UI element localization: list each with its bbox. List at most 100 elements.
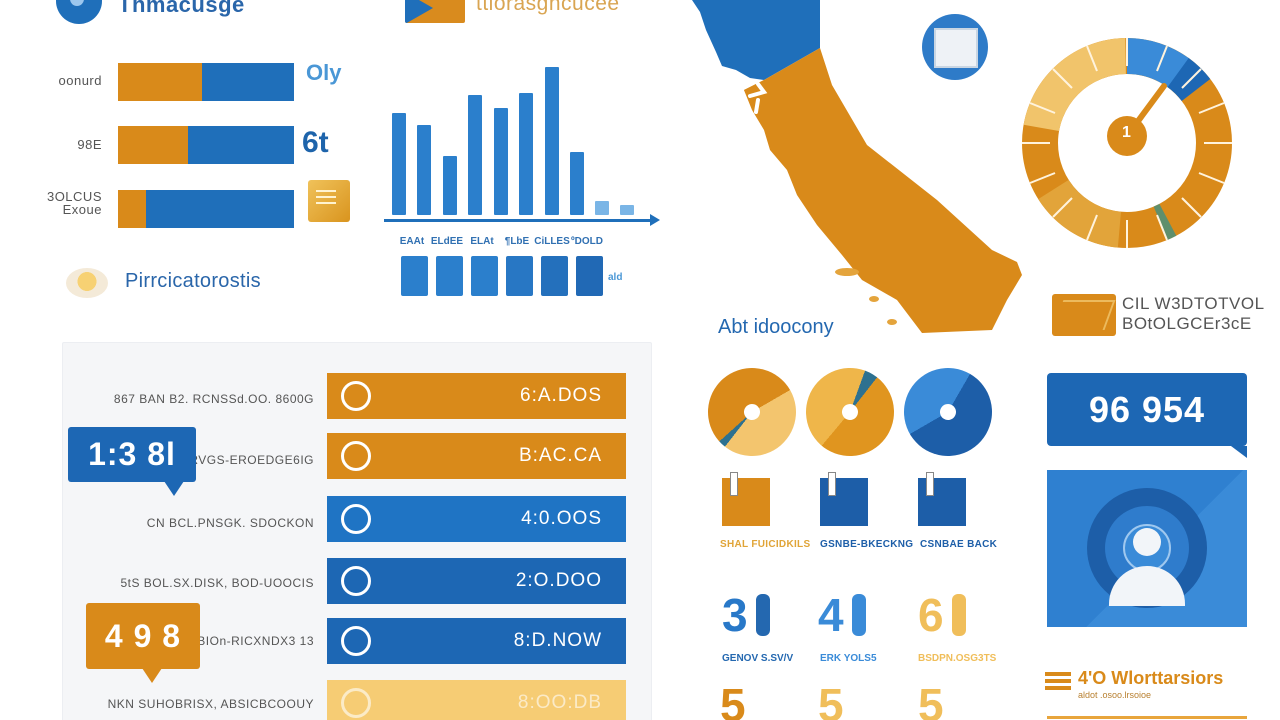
vbar [519,93,533,215]
row-bar: B:AC.CA [327,433,626,479]
footer-title: 4'O Wlorttarsiors [1078,668,1224,688]
row-bar: 4:0.OOS [327,496,626,542]
stat-label: BSDPN.OSG3TS [918,653,997,664]
hbar-label: 3OLCUS Exoue [46,189,102,217]
tag-square [918,472,966,526]
cloud-icon [341,381,371,411]
callout-blue: 1:3 8l [68,427,196,496]
gauge-center-label: 1 [1122,124,1131,141]
person-icon [852,594,866,636]
vbar [620,205,634,215]
folder-icon [1052,294,1116,336]
legend-label: Pirrcicatorostis [125,270,261,292]
map-label: Abt idoocony [718,316,834,338]
person-icon [756,594,770,636]
hbar-row [118,63,294,101]
vbar-category-label: EAAt [399,236,425,247]
vbar [494,108,508,215]
hbar-row [118,190,294,228]
x-axis-arrow [384,214,660,226]
stat-number: 6 [918,589,944,641]
stack-icon [1045,672,1071,692]
footer-subtitle: aldot .osoo.lrsoioe [1078,690,1152,700]
tag-square [722,472,770,526]
vbar [392,113,406,215]
california-map [692,0,1022,333]
vbar [545,67,559,215]
person-icon [952,594,966,636]
row-value: 8:OO:DB [517,692,602,713]
stat-label: ERK YOLS5 [820,653,877,664]
vbar-category-label: ELAt [470,236,494,247]
gauge-legend: CIL W3DTOTVOL BOtOLGCEr3cE [1122,294,1265,334]
row-bar: 8:OO:DB [327,680,626,720]
hbar-segment-orange [118,63,203,101]
document-badge-icon [922,14,988,80]
row-label: CN BCL.PNSGK. SDOCKON [146,516,314,530]
row-bar: 8:D.NOW [327,618,626,664]
category-block [541,256,568,296]
coin-icon [66,268,108,298]
row-label: GRVGS-EROEDGE6IG [179,453,314,467]
row-bar: 2:O.DOO [327,558,626,604]
row-label: BIOn-RICXNDX3 13 [197,634,314,648]
vbar [417,125,431,215]
row-value: B:AC.CA [518,445,602,466]
category-block [401,256,428,296]
pie-chart [887,351,1009,473]
hbar-label: oonurd [58,73,102,88]
row-value: 2:O.DOO [515,570,602,591]
big-number-callout: 96 954 [1047,373,1247,458]
row-value: 8:D.NOW [513,630,602,651]
vbar [570,152,584,215]
callout-orange: 4 9 8 [86,603,200,683]
row-label: 867 BAN B2. RCNSSd.OO. 8600G [113,392,314,406]
stat-label: GENOV S.SV/V [722,653,794,664]
pie-label: GSNBE-BKECKNG [820,539,914,550]
hbar-segment-orange [118,126,189,164]
tag-square [820,472,868,526]
pie-chart [691,351,813,473]
hbar-segment-blue [146,190,294,228]
gauge-donut-chart [1022,38,1232,248]
logo-icon [56,0,102,24]
row-value: 4:0.OOS [521,508,602,529]
row-value: 6:A.DOS [520,385,602,406]
hbar-segment-orange [118,190,147,228]
vbar [595,201,609,215]
stat-number: 4 [818,589,844,641]
pie-label: CSNBAE BACK [920,539,998,550]
pie-label: SHAL FUICIDKILS [720,539,811,550]
pie-chart [793,355,907,469]
stat-number: 5 [918,679,944,720]
row-label: 5tS BOL.SX.DISK, BOD-UOOCIS [120,576,314,590]
vbar-category-label: CiLLES [534,236,570,247]
category-block [471,256,498,296]
leaf-icon [341,441,371,471]
stat-number: 3 [722,589,748,641]
row-bar: 6:A.DOS [327,373,626,419]
gauge-legend-line: CIL W3DTOTVOL [1122,294,1265,313]
flag-icon [405,0,465,23]
category-block [436,256,463,296]
category-block [506,256,533,296]
stat-number: 5 [818,679,844,720]
globe-icon [341,566,371,596]
gauge-legend-line: BOtOLGCEr3cE [1122,314,1252,333]
category-block [576,256,603,296]
hbar-segment-blue [188,126,294,164]
title-left: Thmacusge [118,0,245,17]
vbar-category-label: ºDOLD [571,236,603,247]
vbar-category-label: ELdEE [430,236,464,247]
hbar-label: 98E [77,137,102,152]
hbar-value: 6t [302,126,329,159]
head-icon [341,504,371,534]
vbar-category-label: ¶LbE [504,236,530,247]
radar-icon-panel [1047,470,1247,627]
hbar-value: Oly [306,60,342,85]
stat-number: 5 [720,679,746,720]
chart-note: ald [608,272,623,283]
box-icon [308,180,350,222]
globe-icon [341,688,371,718]
vbar [468,95,482,215]
